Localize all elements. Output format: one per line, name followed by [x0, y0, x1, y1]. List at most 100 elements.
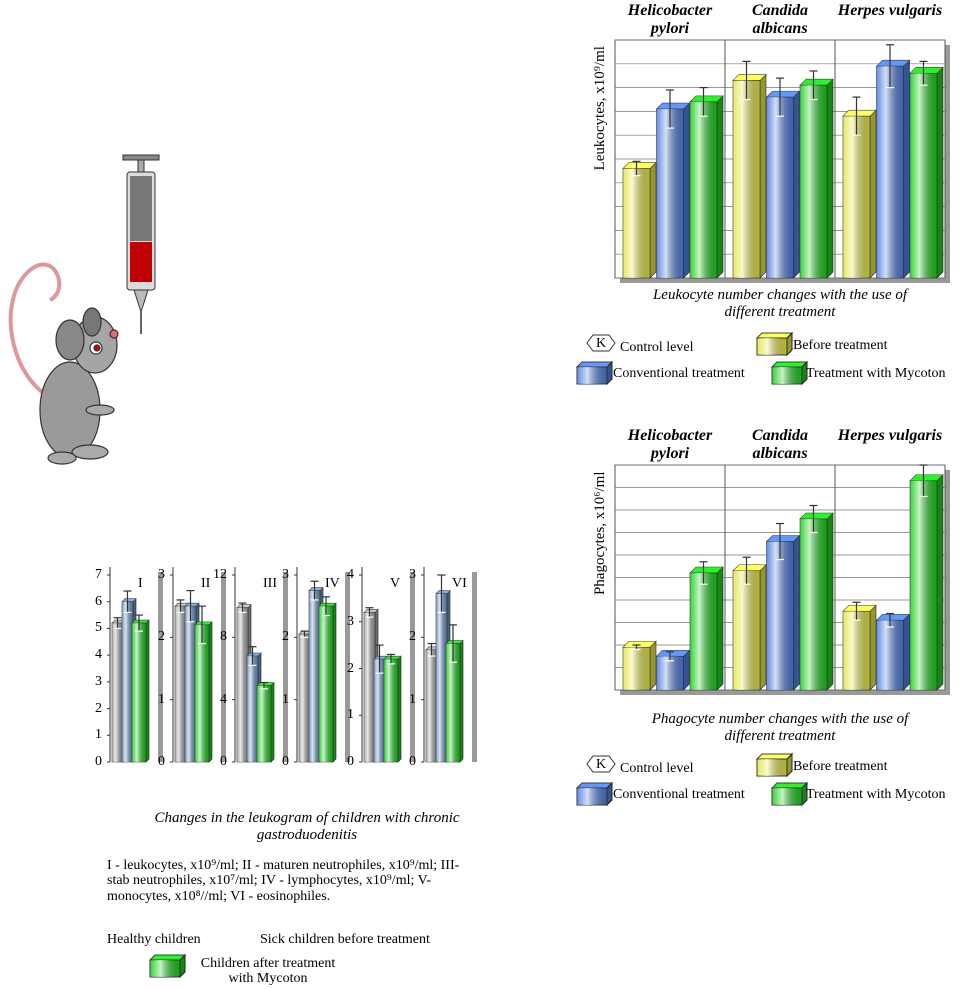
control-symbol: K	[596, 757, 607, 772]
category-label: Candida albicans	[751, 2, 808, 37]
category-label: Helicobacter pylori	[627, 2, 713, 37]
control-icon	[586, 334, 616, 352]
bar-shine	[910, 480, 937, 690]
bar-top	[799, 78, 834, 86]
bar-shine	[426, 649, 437, 762]
y-tick-label: 4	[220, 691, 227, 707]
bar-side	[826, 512, 834, 691]
bar-side	[759, 73, 767, 279]
panel-label: II	[201, 576, 211, 591]
bar-side	[716, 566, 724, 691]
bar-top	[655, 102, 691, 110]
bar-side	[903, 59, 910, 279]
y-tick-label: 3	[347, 613, 354, 629]
bar-shine	[247, 656, 258, 762]
bar-shine	[733, 80, 760, 279]
bar-top	[765, 90, 801, 98]
bar-top	[689, 566, 724, 574]
bar-shine	[656, 109, 684, 279]
legend-icon-top	[148, 954, 187, 961]
legend-label: Control level	[620, 761, 694, 776]
bar-top	[131, 619, 150, 624]
legend-icon-shine	[757, 338, 787, 355]
legend-icon-top	[770, 782, 809, 789]
legend-icon-top	[575, 361, 614, 368]
bar-side	[826, 78, 834, 279]
bar-shine	[910, 73, 937, 278]
mouse-illustration	[8, 262, 119, 465]
bar-side	[759, 564, 767, 691]
bar-top	[842, 604, 877, 612]
legend-icon-top	[755, 753, 794, 760]
bar-side	[683, 649, 690, 691]
bar-top	[732, 74, 767, 81]
chart-note: I - leukocytes, x10⁹/ml; II - maturen ne…	[107, 858, 460, 904]
bar-top	[194, 621, 213, 626]
bar-top	[799, 512, 834, 520]
legend-icon-shine	[150, 960, 180, 977]
bar-top	[875, 613, 911, 621]
y-tick-label: 4	[95, 647, 102, 663]
legend-label: Conventional treatment	[613, 787, 745, 802]
bar-shine	[195, 624, 209, 762]
y-tick-label: 12	[213, 567, 227, 582]
bar-top	[622, 640, 657, 648]
legend-label: Children after treatment with Mycoton	[200, 956, 336, 987]
y-tick-label: 1	[95, 727, 102, 743]
y-tick-label: 0	[158, 754, 165, 769]
bar-shine	[436, 593, 447, 762]
bar-shine	[733, 570, 760, 690]
y-tick-label: 2	[158, 629, 165, 645]
category-label: Herpes vulgaris	[837, 2, 943, 19]
legend-icon-shine	[772, 367, 802, 384]
y-tick-label: 3	[409, 567, 416, 582]
bar-side	[716, 95, 724, 279]
bar-side	[869, 604, 877, 691]
bar-top	[445, 640, 464, 644]
bar-side	[936, 66, 944, 279]
legend-icon-top	[755, 332, 794, 339]
bar-top	[622, 162, 657, 169]
y-tick-label: 8	[220, 629, 227, 645]
panel-label: IV	[325, 576, 340, 591]
bar-top	[909, 474, 944, 482]
bar-shine	[623, 168, 650, 278]
panel-label: I	[138, 576, 143, 591]
bar-shine	[319, 606, 333, 762]
legend-label: Before treatment	[793, 759, 888, 774]
y-tick-label: 2	[282, 629, 289, 645]
bar-shine	[175, 606, 186, 762]
y-tick-label: 1	[409, 691, 416, 707]
control-icon	[586, 755, 616, 773]
bar-side	[683, 102, 690, 279]
y-tick-label: 2	[347, 660, 354, 676]
bar-shine	[876, 66, 904, 279]
y-tick-label: 3	[95, 673, 102, 689]
bar-shine	[690, 573, 717, 690]
bar-shine	[112, 623, 123, 762]
bar-shine	[384, 659, 398, 762]
bar-shine	[766, 97, 794, 279]
y-tick-label: 3	[282, 567, 289, 582]
bar-shine	[656, 656, 684, 690]
bar-shine	[185, 606, 196, 762]
legend-label: Treatment with Mycoton	[806, 366, 946, 381]
y-tick-label: 2	[409, 629, 416, 645]
bar-shine	[237, 607, 248, 762]
y-tick-label: 0	[282, 754, 289, 769]
legend-icon-top	[770, 361, 809, 368]
chart-title: Phagocyte number changes with the use of…	[651, 711, 909, 744]
y-tick-label: 2	[95, 700, 102, 716]
bar-side	[793, 90, 800, 279]
y-tick-label: 6	[95, 593, 102, 609]
y-axis-label: Phagocytes, x10⁶/ml	[591, 471, 608, 596]
bar-shine	[374, 659, 385, 762]
legend-label: Sick children before treatment	[260, 932, 430, 947]
syringe-illustration	[122, 154, 160, 334]
bar-top	[765, 535, 801, 542]
panel-label: III	[263, 576, 277, 591]
bar-shine	[132, 623, 146, 762]
legend-icon-shine	[772, 788, 802, 805]
bar-shine	[257, 685, 271, 762]
legend-icon-shine	[757, 759, 787, 776]
